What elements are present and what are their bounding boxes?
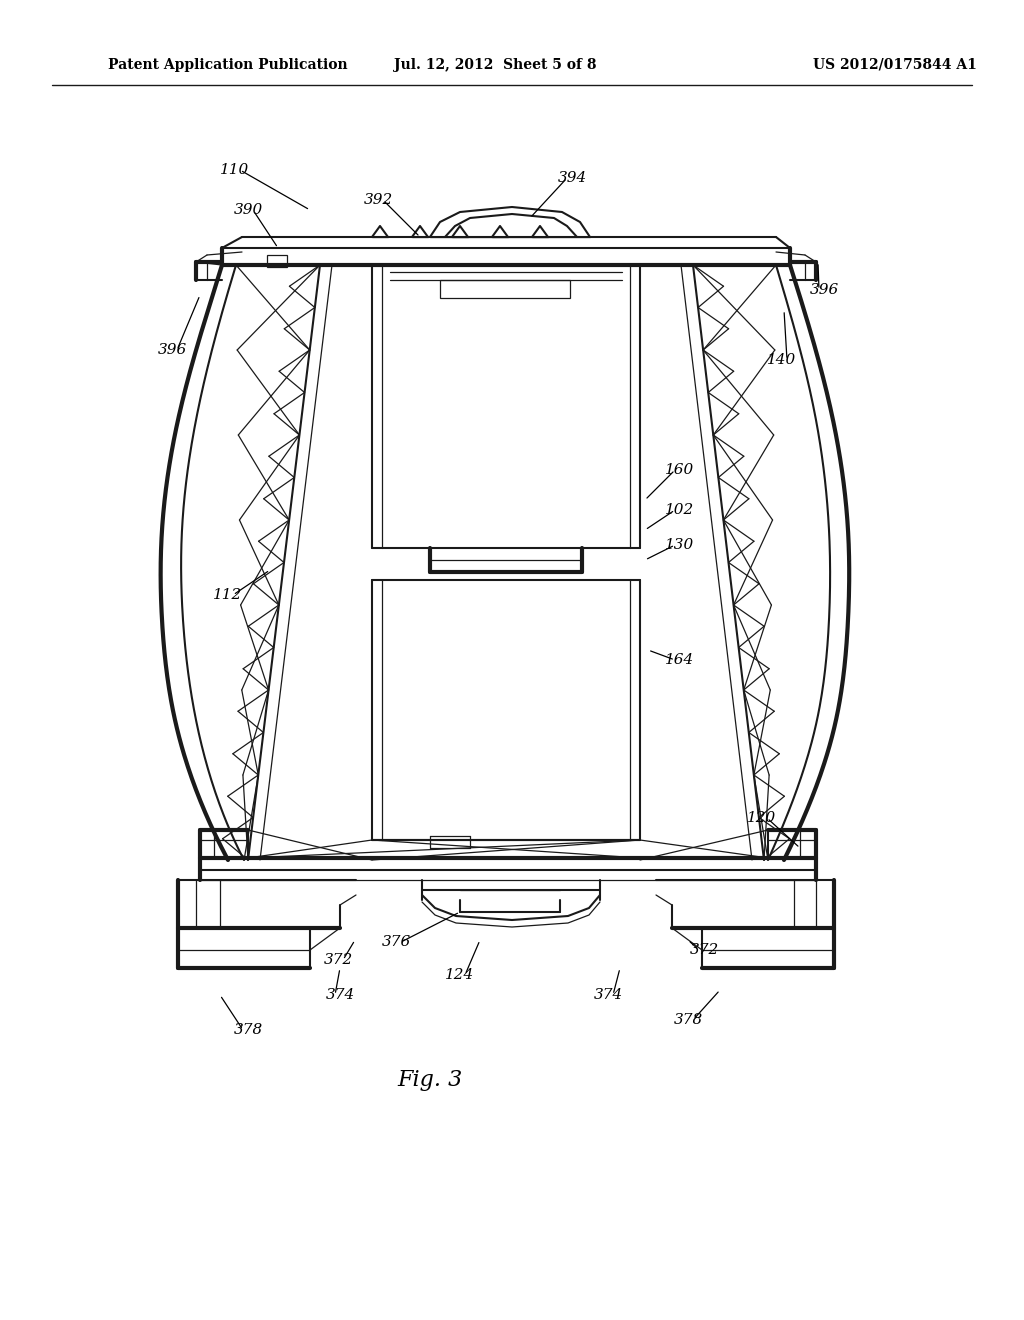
Text: 378: 378	[674, 1012, 702, 1027]
Text: 160: 160	[666, 463, 694, 477]
Text: 374: 374	[593, 987, 623, 1002]
Bar	[267, 255, 287, 267]
Text: 372: 372	[324, 953, 352, 968]
Text: 392: 392	[364, 193, 392, 207]
Text: 378: 378	[233, 1023, 262, 1038]
Text: US 2012/0175844 A1: US 2012/0175844 A1	[813, 58, 977, 73]
Text: 120: 120	[748, 810, 776, 825]
Text: 396: 396	[809, 282, 839, 297]
Text: 374: 374	[326, 987, 354, 1002]
Text: 376: 376	[381, 935, 411, 949]
Text: 112: 112	[213, 587, 243, 602]
Text: 130: 130	[666, 539, 694, 552]
Text: 396: 396	[158, 343, 186, 356]
Text: 164: 164	[666, 653, 694, 667]
Text: Jul. 12, 2012  Sheet 5 of 8: Jul. 12, 2012 Sheet 5 of 8	[394, 58, 596, 73]
Text: 102: 102	[666, 503, 694, 517]
Text: 110: 110	[220, 162, 250, 177]
Text: Patent Application Publication: Patent Application Publication	[108, 58, 347, 73]
Text: 394: 394	[557, 172, 587, 185]
Text: Fig. 3: Fig. 3	[397, 1069, 463, 1092]
Text: 372: 372	[689, 942, 719, 957]
Text: 140: 140	[767, 352, 797, 367]
Bar	[440, 280, 570, 298]
Text: 390: 390	[233, 203, 262, 216]
Text: 124: 124	[445, 968, 475, 982]
